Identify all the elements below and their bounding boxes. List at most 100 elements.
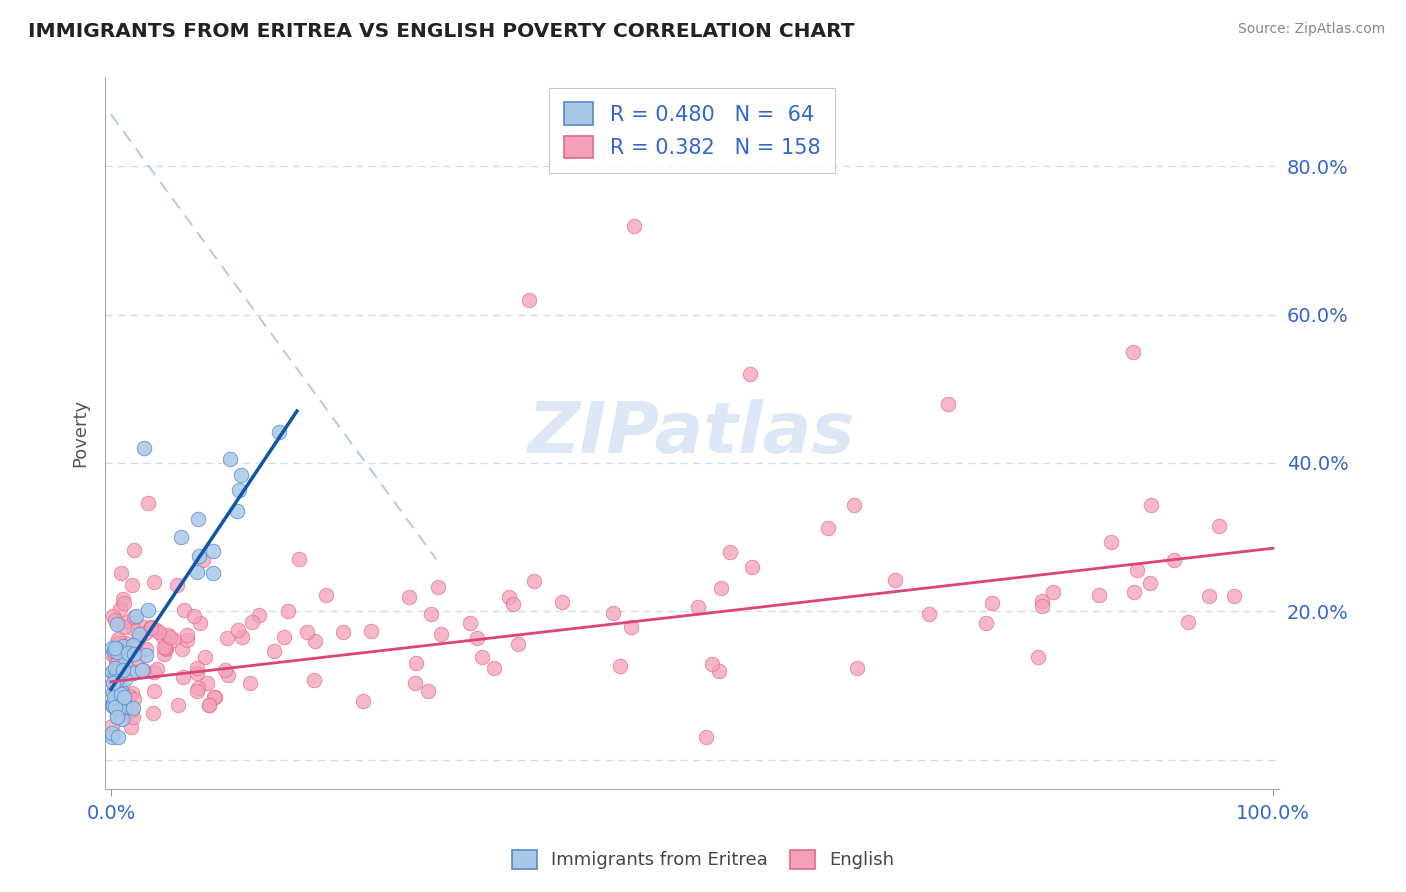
Point <box>842 498 865 512</box>
Point <box>295 625 318 640</box>
Point <box>124 647 146 661</box>
Point <box>620 620 643 634</box>
Point <box>122 692 145 706</box>
Point <box>103 644 125 658</box>
Point <box>198 698 221 712</box>
Point <box>187 681 209 695</box>
Point <box>263 643 285 657</box>
Point <box>110 566 132 580</box>
Point <box>1126 563 1149 577</box>
Point <box>105 636 128 650</box>
Point <box>114 672 136 686</box>
Point <box>117 615 139 630</box>
Point <box>523 574 546 588</box>
Point <box>117 646 139 660</box>
Point <box>202 690 225 704</box>
Point <box>219 452 242 467</box>
Point <box>187 549 209 563</box>
Legend: R = 0.480   N =  64, R = 0.382   N = 158: R = 0.480 N = 64, R = 0.382 N = 158 <box>550 87 835 173</box>
Point <box>741 560 763 574</box>
Point <box>105 688 128 702</box>
Point <box>148 625 170 640</box>
Point <box>163 633 186 648</box>
Point <box>114 656 136 670</box>
Point <box>107 695 129 709</box>
Point <box>186 666 208 681</box>
Point <box>132 620 155 634</box>
Point <box>845 661 868 675</box>
Point <box>105 655 128 669</box>
Point <box>135 642 157 657</box>
Point <box>360 624 382 638</box>
Point <box>172 670 194 684</box>
Point <box>105 645 128 659</box>
Point <box>1208 518 1230 533</box>
Point <box>226 504 249 518</box>
Point <box>142 706 165 720</box>
Point <box>427 581 450 595</box>
Point <box>103 644 125 658</box>
Point <box>1042 585 1064 599</box>
Point <box>153 640 176 654</box>
Point <box>146 662 169 676</box>
Point <box>107 652 129 666</box>
Point <box>304 633 326 648</box>
Point <box>155 640 177 655</box>
Point <box>1031 599 1053 614</box>
Point <box>105 710 128 724</box>
Point <box>121 578 143 592</box>
Point <box>159 630 181 644</box>
Point <box>103 700 125 714</box>
Point <box>112 596 135 610</box>
Point <box>710 581 733 595</box>
Point <box>112 620 135 634</box>
Point <box>101 698 124 712</box>
Point <box>502 597 524 611</box>
Point <box>332 625 354 640</box>
Point <box>121 710 143 724</box>
Point <box>936 397 959 411</box>
Text: Source: ZipAtlas.com: Source: ZipAtlas.com <box>1237 22 1385 37</box>
Point <box>127 646 149 660</box>
Point <box>103 666 125 681</box>
Point <box>273 630 295 644</box>
Point <box>430 627 453 641</box>
Text: IMMIGRANTS FROM ERITREA VS ENGLISH POVERTY CORRELATION CHART: IMMIGRANTS FROM ERITREA VS ENGLISH POVER… <box>28 22 855 41</box>
Point <box>136 602 159 616</box>
Point <box>101 726 124 740</box>
Point <box>121 686 143 700</box>
Point <box>121 621 143 635</box>
Point <box>186 684 208 698</box>
Point <box>183 609 205 624</box>
Point <box>176 628 198 642</box>
Point <box>738 367 761 381</box>
Point <box>105 701 128 715</box>
Point <box>122 665 145 680</box>
Point <box>110 712 132 726</box>
Point <box>105 641 128 656</box>
Point <box>170 530 193 544</box>
Point <box>231 630 253 644</box>
Point <box>128 628 150 642</box>
Point <box>101 731 124 745</box>
Point <box>132 663 155 677</box>
Point <box>125 634 148 648</box>
Point <box>302 673 325 687</box>
Point <box>103 690 125 705</box>
Point <box>114 635 136 649</box>
Point <box>104 661 127 675</box>
Point <box>105 617 128 632</box>
Point <box>108 700 131 714</box>
Point <box>104 613 127 627</box>
Point <box>686 599 709 614</box>
Point <box>111 639 134 653</box>
Point <box>187 512 209 526</box>
Point <box>107 702 129 716</box>
Point <box>107 632 129 647</box>
Point <box>107 731 129 745</box>
Point <box>609 658 631 673</box>
Point <box>240 615 263 629</box>
Point <box>287 551 309 566</box>
Point <box>1177 615 1199 629</box>
Point <box>190 615 212 630</box>
